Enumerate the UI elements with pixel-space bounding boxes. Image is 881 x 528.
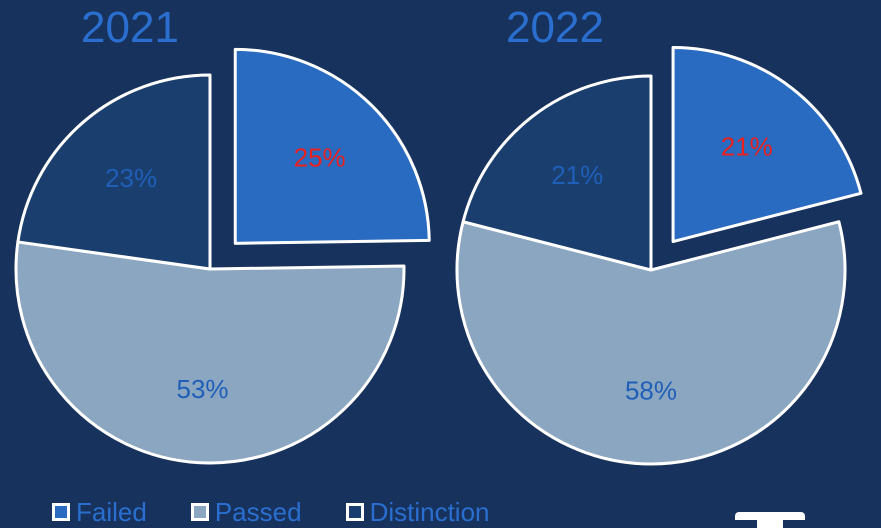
legend-swatch-distinction <box>345 503 364 521</box>
pie-slice-passed <box>455 220 847 466</box>
legend-label-distinction: Distinction <box>369 497 490 527</box>
chart-title: 2021 <box>81 3 179 52</box>
pie-chart-2022: 2022 21% 58% 21% <box>455 3 863 466</box>
pie-slice-distinction <box>461 74 653 272</box>
slice-label-passed: 53% <box>176 374 228 404</box>
chart-title: 2022 <box>506 3 604 52</box>
pie-slice-failed <box>671 46 863 244</box>
pie-slice-passed <box>14 240 406 465</box>
legend-item-distinction: Distinction <box>345 496 490 528</box>
slice-label-distinction: 21% <box>551 160 603 190</box>
legend-swatch-failed <box>52 503 70 521</box>
pie-slice-distinction <box>16 73 212 271</box>
slice-label-passed: 58% <box>625 375 677 405</box>
pie-slice-failed <box>233 47 431 245</box>
chart-legend: Failed Passed Distinction <box>52 496 490 528</box>
legend-item-passed: Passed <box>190 496 302 528</box>
legend-label-failed: Failed <box>76 497 147 527</box>
pie-chart-2021: 2021 25% 53% 23% <box>14 3 431 465</box>
slice-label-failed: 21% <box>721 132 773 162</box>
legend-label-passed: Passed <box>214 497 302 527</box>
legend-swatch-passed <box>190 503 209 521</box>
legend-item-failed: Failed <box>52 496 147 528</box>
logo-mark-icon <box>735 498 805 528</box>
slice-label-failed: 25% <box>294 143 346 173</box>
slice-label-distinction: 23% <box>105 163 157 193</box>
